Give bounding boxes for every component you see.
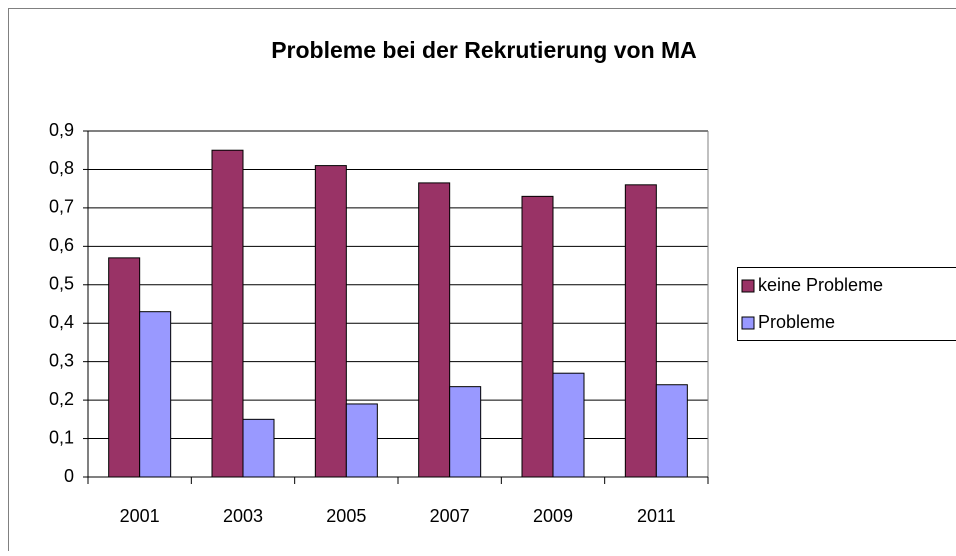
legend-label: keine Probleme [758,275,883,295]
legend-swatch [742,280,754,292]
y-tick-label: 0,5 [49,274,74,294]
y-tick-label: 0,4 [49,312,74,332]
x-tick-label: 2009 [533,506,573,526]
y-tick-label: 0 [64,466,74,486]
bar [656,385,687,477]
bar [243,419,274,477]
legend-swatch [742,317,754,329]
y-tick-label: 0,8 [49,158,74,178]
bar [212,150,243,477]
chart-title: Probleme bei der Rekrutierung von MA [271,37,697,63]
y-tick-label: 0,6 [49,235,74,255]
bar [522,196,553,477]
x-tick-label: 2011 [637,506,676,526]
x-tick-label: 2005 [326,506,366,526]
y-tick-label: 0,9 [49,120,74,140]
legend-label: Probleme [758,312,835,332]
bar [553,373,584,477]
bar [346,404,377,477]
bar [315,166,346,477]
bar [450,387,481,477]
bar [625,185,656,477]
x-tick-label: 2007 [430,506,470,526]
x-tick-label: 2001 [120,506,160,526]
y-tick-label: 0,1 [49,427,74,447]
bar [140,312,171,477]
bar [109,258,140,477]
bar [419,183,450,477]
y-tick-label: 0,3 [49,350,74,370]
y-tick-label: 0,2 [49,389,74,409]
y-tick-label: 0,7 [49,197,74,217]
x-tick-label: 2003 [223,506,263,526]
